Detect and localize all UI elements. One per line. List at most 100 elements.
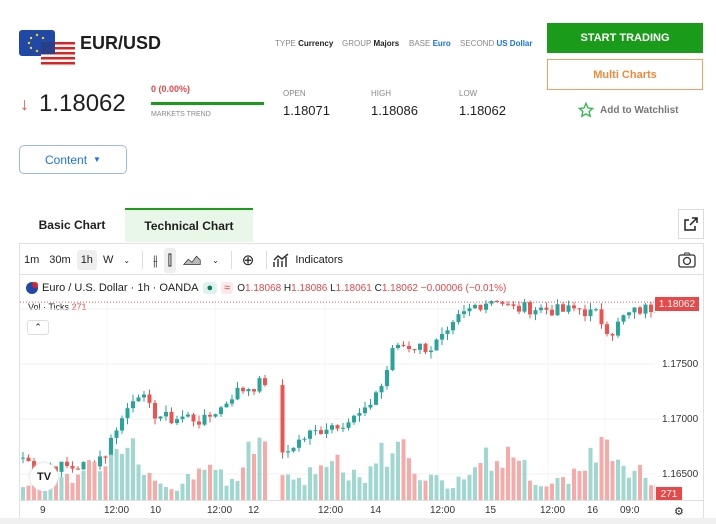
candle-body [522, 302, 527, 312]
candle-body [445, 330, 450, 334]
volume-bar [605, 439, 609, 500]
candle-body [131, 401, 135, 409]
multi-charts-button[interactable]: Multi Charts [547, 59, 703, 90]
arrow-down-icon: ↓ [20, 93, 29, 114]
candle-body [500, 301, 505, 304]
volume-bar [418, 480, 422, 500]
interval-30m[interactable]: 30m [49, 254, 71, 266]
markets-trend-label: MARKETS TREND [151, 111, 211, 118]
content-dropdown[interactable]: Content ▼ [19, 145, 127, 174]
volume-bar [533, 485, 538, 500]
meta-type: TYPE Currency [275, 39, 333, 48]
chevron-down-icon[interactable]: ⌄ [212, 255, 219, 265]
market-status-icon: ● [202, 282, 218, 294]
bar-chart-icon[interactable]: ⫲ [153, 251, 158, 268]
volume-bar [103, 466, 108, 500]
interval-1m[interactable]: 1m [24, 254, 40, 266]
volume-bar [434, 475, 439, 500]
candle-body [478, 304, 483, 310]
volume-bar [158, 483, 163, 500]
volume-bar [412, 473, 417, 500]
volume-bar [313, 474, 318, 500]
interval-w[interactable]: W [102, 254, 114, 266]
volume-bar [649, 485, 653, 500]
candle-body [462, 311, 466, 315]
volume-bar [621, 465, 626, 500]
start-trading-button[interactable]: START TRADING [547, 23, 703, 53]
candle-body [191, 414, 196, 422]
volume-bar [263, 441, 267, 500]
collapse-legend-button[interactable]: ⌃ [27, 320, 49, 335]
volume-bar [610, 461, 615, 500]
candle-body [451, 322, 455, 331]
settings-icon[interactable]: ⚙ [674, 506, 684, 518]
volume-bar [65, 473, 69, 500]
candle-body [379, 386, 384, 393]
high-label: HIGH [371, 89, 391, 98]
candle-body [76, 468, 80, 470]
meta-group: GROUP Majors [342, 39, 399, 48]
candle-body [313, 430, 318, 432]
tab-basic-chart[interactable]: Basic Chart [38, 218, 106, 232]
volume-bar [202, 469, 207, 500]
candle-body [566, 305, 571, 312]
area-chart-icon[interactable] [178, 250, 206, 270]
indicators-button[interactable]: Indicators [295, 254, 344, 266]
add-to-watchlist-button[interactable]: Add to Watchlist [578, 102, 679, 118]
content-label: Content [45, 152, 88, 167]
price-chart[interactable] [20, 296, 655, 500]
volume-bar [131, 438, 135, 500]
volume-bar [70, 482, 75, 500]
volume-bar [48, 487, 53, 500]
volume-bar [224, 485, 229, 500]
candle-body [246, 389, 251, 392]
add-compare-icon[interactable]: ⊕ [241, 252, 255, 269]
chevron-down-icon[interactable]: ⌄ [123, 255, 131, 265]
candle-body [169, 411, 174, 424]
candle-body [363, 407, 367, 414]
volume-bar [286, 474, 290, 500]
candlestick-icon[interactable]: ⫿ [163, 247, 177, 273]
volume-bar [561, 477, 565, 500]
base-value: Euro [432, 39, 451, 48]
volume-bar [572, 468, 576, 500]
candle-body [528, 302, 532, 315]
candle-body [59, 461, 64, 472]
candle-body [308, 430, 312, 439]
candle-body [401, 344, 406, 346]
volume-bar [489, 470, 494, 500]
volume-bar [59, 477, 64, 500]
indicators-icon [273, 253, 289, 267]
volume-bar [180, 483, 185, 500]
volume-bar [257, 437, 262, 500]
footer-bar [0, 518, 716, 524]
volume-bar [577, 471, 582, 500]
stat-open: OPEN 1.18071 [283, 89, 330, 118]
divider [266, 251, 268, 269]
interval-1h[interactable]: 1h [76, 250, 97, 270]
volume-bar [252, 453, 256, 500]
candle-body [577, 308, 582, 310]
camera-icon[interactable] [678, 252, 696, 268]
volume-bar [213, 469, 218, 500]
candle-body [252, 389, 256, 392]
candle-body [26, 457, 31, 462]
candle-body [517, 305, 521, 312]
volume-bar [169, 489, 174, 500]
volume-bar [588, 447, 593, 500]
volume-bar [517, 460, 521, 500]
candle-body [125, 408, 130, 419]
candle-body [610, 333, 615, 336]
candle-body [632, 307, 637, 313]
symbol-title: EUR/USD [80, 33, 162, 53]
last-volume-tag: 271 [656, 487, 682, 501]
candle-body [70, 465, 75, 469]
tab-technical-chart[interactable]: Technical Chart [125, 208, 253, 242]
expand-button[interactable] [678, 209, 704, 239]
tradingview-logo[interactable]: TV [30, 463, 58, 491]
candle-body [142, 394, 146, 398]
chart-legend: Euro / U.S. Dollar · 1h · OANDA ● ≈ O1.1… [26, 282, 506, 294]
volume-bar [26, 485, 31, 500]
candle-body [456, 314, 461, 323]
second-value: US Dollar [496, 39, 533, 48]
